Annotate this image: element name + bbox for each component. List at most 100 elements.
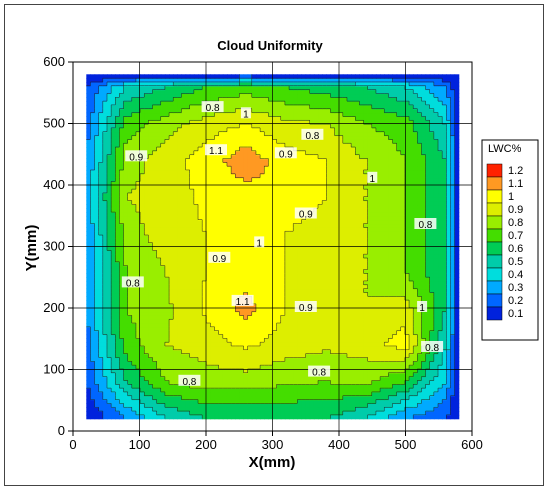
contour-cell	[247, 254, 253, 259]
contour-cell	[106, 349, 112, 355]
contour-cell	[438, 361, 443, 366]
contour-cell	[400, 296, 406, 301]
contour-cell	[293, 368, 298, 374]
contour-cell	[164, 212, 170, 217]
contour-cell	[264, 349, 269, 355]
contour-cell	[98, 330, 104, 336]
contour-cell	[305, 399, 311, 404]
contour-cell	[276, 212, 282, 217]
contour-cell	[289, 257, 294, 263]
contour-cell	[346, 319, 352, 324]
contour-cell	[148, 334, 154, 339]
contour-cell	[239, 212, 245, 217]
contour-cell	[322, 231, 327, 236]
contour-cell	[322, 330, 327, 336]
contour-cell	[342, 323, 348, 328]
contour-cell	[264, 338, 269, 343]
contour-cell	[140, 372, 145, 378]
contour-cell	[359, 407, 365, 412]
contour-cell	[185, 319, 191, 324]
contour-cell	[181, 265, 187, 271]
contour-cell	[198, 384, 203, 389]
contour-cell	[309, 277, 315, 282]
contour-cell	[338, 326, 344, 332]
contour-cell	[425, 227, 431, 232]
contour-cell	[90, 246, 96, 251]
contour-cell	[251, 372, 257, 378]
contour-cell	[396, 235, 402, 240]
contour-cell	[102, 288, 108, 294]
contour-cell	[160, 215, 166, 221]
contour-cell	[247, 303, 253, 309]
contour-cell	[371, 311, 377, 316]
contour-cell	[185, 215, 191, 221]
contour-cell	[268, 212, 274, 217]
contour-cell	[140, 231, 145, 236]
contour-cell	[342, 246, 348, 251]
contour-cell	[181, 223, 187, 228]
contour-cell	[123, 212, 129, 217]
contour-cell	[193, 265, 199, 271]
contour-cell	[164, 384, 170, 389]
contour-cell	[313, 315, 319, 320]
contour-cell	[185, 250, 191, 255]
contour-cell	[127, 357, 133, 362]
contour-cell	[115, 238, 120, 244]
contour-cell	[322, 269, 327, 274]
contour-cell	[98, 261, 104, 267]
contour-cell	[94, 357, 100, 362]
contour-cell	[123, 204, 129, 209]
contour-cell	[289, 296, 294, 301]
contour-cell	[293, 257, 298, 263]
contour-cell	[148, 388, 154, 393]
contour-cell	[235, 288, 240, 294]
contour-cell	[363, 292, 369, 297]
contour-cell	[380, 399, 385, 404]
contour-cell	[404, 345, 410, 351]
contour-cell	[90, 303, 96, 309]
contour-cell	[251, 384, 257, 389]
contour-cell	[106, 403, 112, 408]
contour-cell	[243, 407, 249, 412]
contour-cell	[454, 277, 460, 282]
contour-cell	[396, 273, 402, 278]
contour-cell	[421, 254, 427, 259]
contour-cell	[264, 345, 269, 351]
contour-cell	[309, 288, 315, 294]
contour-cell	[235, 242, 240, 248]
contour-cell	[185, 303, 191, 309]
contour-cell	[135, 345, 141, 351]
contour-cell	[98, 307, 104, 313]
contour-cell	[148, 326, 154, 332]
contour-cell	[127, 257, 133, 263]
contour-cell	[148, 292, 154, 297]
contour-cell	[173, 288, 178, 294]
contour-cell	[94, 284, 100, 290]
contour-cell	[102, 380, 108, 385]
contour-cell	[131, 330, 137, 336]
contour-cell	[169, 284, 174, 290]
contour-cell	[218, 326, 224, 332]
contour-cell	[438, 311, 443, 316]
contour-cell	[326, 215, 332, 221]
contour-cell	[355, 292, 360, 297]
contour-cell	[86, 384, 92, 389]
contour-cell	[111, 296, 116, 301]
contour-cell	[98, 227, 104, 232]
contour-cell	[169, 277, 174, 282]
contour-cell	[293, 399, 298, 404]
contour-cell	[396, 212, 402, 217]
contour-cell	[346, 403, 352, 408]
chart-title: Cloud Uniformity	[217, 38, 323, 53]
contour-cell	[388, 388, 394, 393]
contour-cell	[334, 215, 340, 221]
contour-cell	[90, 334, 96, 339]
contour-cell	[375, 357, 381, 362]
contour-cell	[375, 269, 381, 274]
contour-cell	[417, 246, 423, 251]
contour-cell	[400, 361, 406, 366]
contour-cell	[90, 345, 96, 351]
contour-cell	[264, 395, 269, 401]
contour-cell	[181, 326, 187, 332]
contour-cell	[384, 296, 389, 301]
